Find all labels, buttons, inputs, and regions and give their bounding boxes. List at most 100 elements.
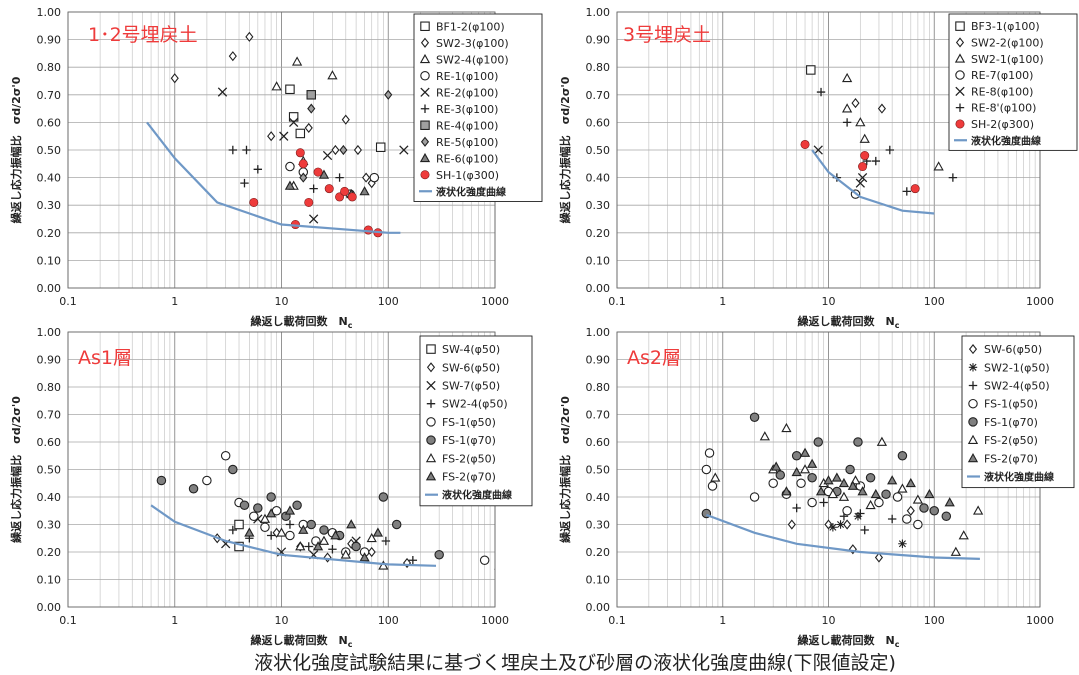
y-tick-label: 0.50 bbox=[37, 464, 62, 477]
legend: BF1-2(φ100) SW2-3(φ100) SW2-4(φ100) RE-1(φ1… bbox=[413, 13, 543, 202]
data-point bbox=[836, 520, 845, 529]
chart-panel-1: 0.00 0.10 0.20 0.30 0.40 0.50 0.60 0.70 0.80 0.90… bbox=[9, 6, 543, 330]
data-point bbox=[367, 546, 376, 558]
data-point bbox=[865, 472, 876, 483]
data-point bbox=[306, 90, 317, 100]
legend-label: SW2-1(φ100) bbox=[971, 53, 1044, 66]
y-tick-label: 0.20 bbox=[37, 546, 62, 559]
data-point bbox=[253, 165, 263, 174]
legend: SW-6(φ50) SW2-1(φ50) SW2-4(φ50) FS-1(φ50) FS… bbox=[961, 335, 1075, 489]
data-point bbox=[260, 522, 270, 532]
data-point bbox=[749, 492, 760, 502]
y-tick-label: 0.60 bbox=[37, 116, 62, 129]
legend-marker bbox=[968, 344, 978, 355]
data-point bbox=[359, 552, 370, 562]
legend-label: FS-2(φ70) bbox=[442, 471, 496, 484]
data-point bbox=[304, 542, 313, 551]
data-layer bbox=[800, 65, 958, 215]
legend-marker bbox=[955, 119, 965, 129]
legend-marker bbox=[968, 398, 978, 409]
data-point bbox=[408, 556, 418, 565]
y-tick-label: 0.90 bbox=[586, 34, 611, 47]
legend-marker bbox=[426, 380, 436, 391]
data-point bbox=[245, 31, 254, 42]
data-point bbox=[787, 519, 796, 530]
legend-label: FS-1(φ50) bbox=[442, 416, 496, 429]
legend-marker bbox=[426, 417, 436, 427]
data-point bbox=[910, 184, 920, 194]
data-point bbox=[291, 56, 303, 66]
legend-label: 液状化強度曲線 bbox=[436, 185, 506, 198]
legend-marker bbox=[955, 70, 965, 80]
chart-panel-2: 0.00 0.10 0.20 0.30 0.40 0.50 0.60 0.70 0.80 0.90… bbox=[558, 6, 1078, 330]
y-tick-label: 1.00 bbox=[586, 6, 611, 19]
data-point bbox=[266, 492, 276, 502]
legend-marker bbox=[420, 87, 430, 97]
data-point bbox=[228, 464, 238, 475]
data-point bbox=[858, 162, 868, 172]
data-point bbox=[958, 530, 969, 540]
y-tick-label: 0.30 bbox=[37, 519, 62, 532]
x-tick-label: 10 bbox=[822, 295, 836, 308]
data-point bbox=[897, 483, 908, 493]
data-point bbox=[249, 511, 259, 521]
x-tick-label: 10 bbox=[275, 295, 289, 308]
figure-caption: 液状化強度試験結果に基づく埋戻土及び砂層の液状化強度曲線(下限値設定) bbox=[254, 652, 896, 674]
data-point bbox=[295, 128, 306, 139]
data-point bbox=[299, 172, 308, 183]
legend-marker bbox=[967, 434, 979, 445]
legend-marker bbox=[419, 53, 431, 64]
data-point bbox=[906, 505, 915, 516]
legend-label: SH-1(φ300) bbox=[436, 169, 499, 182]
y-tick-label: 1.00 bbox=[37, 6, 62, 19]
legend-marker bbox=[968, 417, 978, 427]
data-point bbox=[881, 489, 891, 499]
data-point bbox=[359, 186, 370, 196]
legend-marker bbox=[426, 362, 436, 373]
data-point bbox=[838, 491, 850, 501]
legend-marker bbox=[968, 363, 978, 372]
x-axis-label: 繰返し載荷回数 Nc bbox=[798, 314, 900, 330]
y-tick-label: 0.70 bbox=[37, 409, 62, 422]
data-point bbox=[220, 450, 231, 461]
data-point bbox=[240, 178, 249, 188]
data-point bbox=[948, 173, 958, 182]
data-point bbox=[267, 131, 276, 142]
data-point bbox=[885, 145, 895, 155]
data-point bbox=[285, 530, 295, 541]
data-point bbox=[271, 81, 282, 91]
y-tick-label: 0.10 bbox=[37, 254, 62, 267]
x-axis-label: 繰返し載荷回数 Nc bbox=[798, 633, 900, 649]
y-tick-label: 0.50 bbox=[37, 144, 62, 157]
data-point bbox=[859, 133, 870, 143]
data-point bbox=[369, 172, 380, 183]
data-point bbox=[902, 514, 912, 524]
x-axis-label: 繰返し載荷回数 Nc bbox=[251, 314, 353, 330]
data-point bbox=[399, 145, 409, 155]
x-tick-label: 0.1 bbox=[59, 295, 77, 308]
legend-label: SW-4(φ50) bbox=[442, 343, 500, 356]
data-point bbox=[704, 448, 715, 458]
legend-box bbox=[419, 335, 533, 507]
data-point bbox=[845, 464, 855, 475]
legend-marker bbox=[426, 399, 436, 408]
legend-box bbox=[948, 13, 1078, 151]
data-point bbox=[346, 519, 357, 529]
x-tick-label: 100 bbox=[378, 295, 399, 308]
legend: BF3-1(φ100) SW2-2(φ100) SW2-1(φ100) RE-7(φ1… bbox=[948, 13, 1078, 151]
legend-label: RE-8(φ100) bbox=[971, 85, 1033, 98]
data-point bbox=[285, 520, 295, 529]
data-point bbox=[856, 509, 865, 518]
data-point bbox=[309, 184, 318, 193]
data-point bbox=[362, 172, 371, 183]
legend: SW-4(φ50) SW-6(φ50) SW-7(φ50) SW2-4(φ50) FS-… bbox=[419, 335, 533, 507]
legend-marker bbox=[420, 170, 430, 180]
data-point bbox=[249, 197, 259, 207]
y-tick-label: 0.90 bbox=[37, 34, 62, 47]
x-tick-label: 1 bbox=[171, 614, 178, 627]
data-point bbox=[853, 437, 863, 447]
data-point bbox=[202, 475, 212, 486]
y-tick-label: 0.30 bbox=[37, 199, 62, 212]
x-tick-label: 10 bbox=[275, 614, 289, 627]
data-point bbox=[339, 144, 348, 156]
